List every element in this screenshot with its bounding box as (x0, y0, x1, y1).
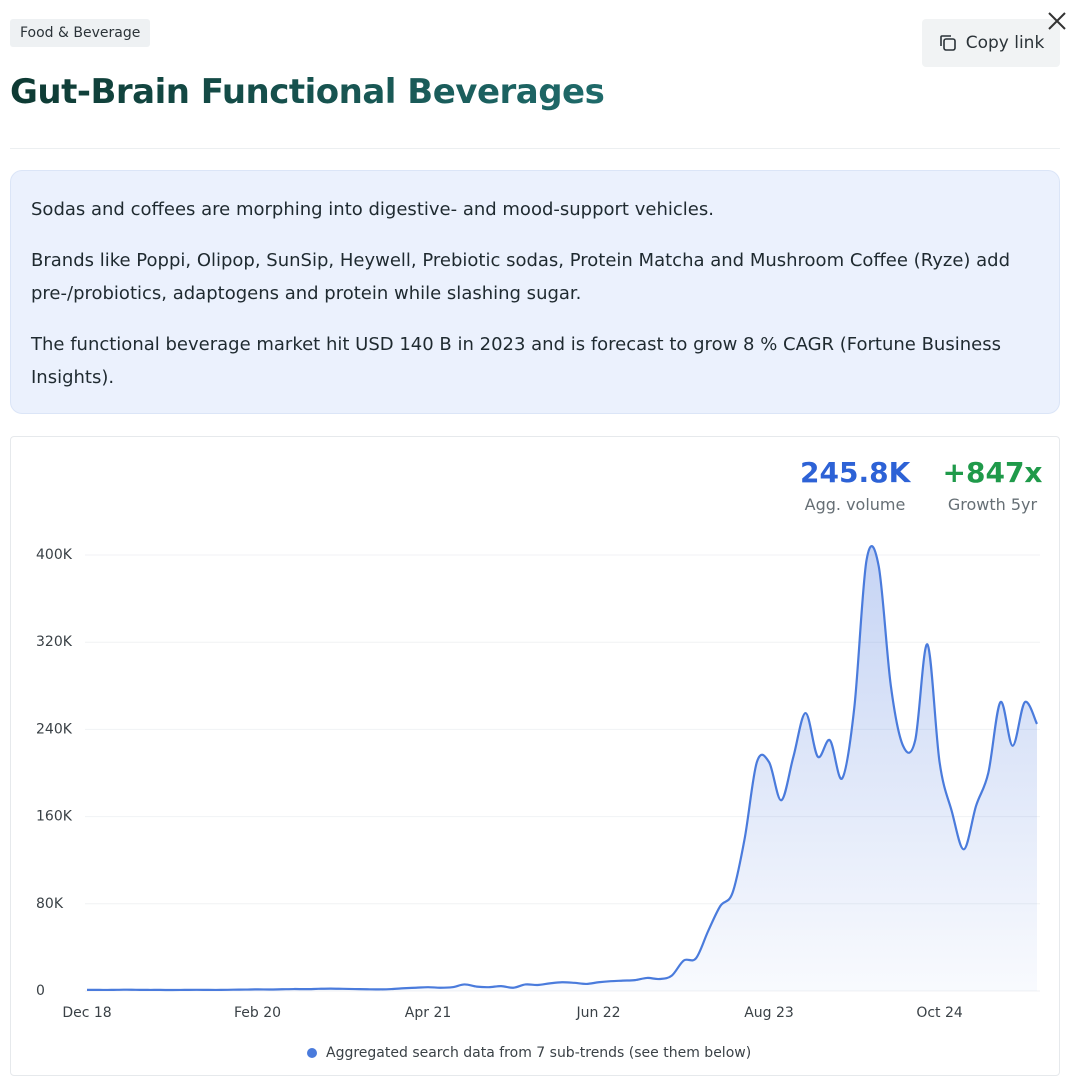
line (87, 545, 1039, 992)
chart: 0 80K 160K 240K 320K 400K Dec 18 Feb 20 Apr 21 Ju… (36, 545, 1040, 1061)
legend-label: Aggregated search data from 7 sub-trends… (326, 1045, 751, 1061)
description-paragraph: Sodas and coffees are morphing into dige… (31, 199, 714, 220)
stat-value: +847x (942, 456, 1043, 489)
y-tick-label: 240K (36, 721, 73, 737)
y-tick-label: 160K (36, 809, 73, 825)
category-tag: Food & Beverage (10, 19, 151, 47)
description-box: Sodas and coffees are morphing into dige… (10, 170, 1060, 414)
x-tick-label: Aug 23 (744, 1005, 794, 1021)
area-fill (87, 546, 1037, 991)
stat-label: Growth 5yr (947, 495, 1038, 514)
y-tick-label: 0 (36, 983, 45, 999)
stat: +847x Growth 5yr (940, 456, 1045, 514)
x-tick-label: Feb 20 (234, 1005, 281, 1021)
description-paragraph: Brands like Poppi, Olipop, SunSip, Heywe… (31, 250, 1011, 304)
x-tick-label: Jun 22 (575, 1005, 620, 1021)
y-tick-label: 80K (36, 896, 64, 912)
copy-link-label: Copy link (965, 33, 1045, 53)
y-tick-label: 400K (36, 547, 73, 563)
stat-value: 245.8K (800, 456, 911, 489)
x-tick-label: Dec 18 (62, 1005, 111, 1021)
legend-marker (307, 1048, 317, 1058)
x-tick-label: Oct 24 (916, 1005, 963, 1021)
description-paragraph: The functional beverage market hit USD 1… (31, 334, 1001, 388)
stat: 245.8K Agg. volume (800, 456, 910, 514)
close-button[interactable] (1046, 10, 1068, 32)
copy-link-button[interactable]: Copy link (922, 19, 1060, 67)
x-tick-label: Apr 21 (405, 1005, 451, 1021)
copy-icon (939, 35, 956, 51)
page-title: Gut-Brain Functional Beverages (10, 72, 605, 112)
stat-label: Agg. volume (804, 495, 906, 514)
y-tick-label: 320K (36, 634, 73, 650)
divider (10, 148, 1060, 149)
